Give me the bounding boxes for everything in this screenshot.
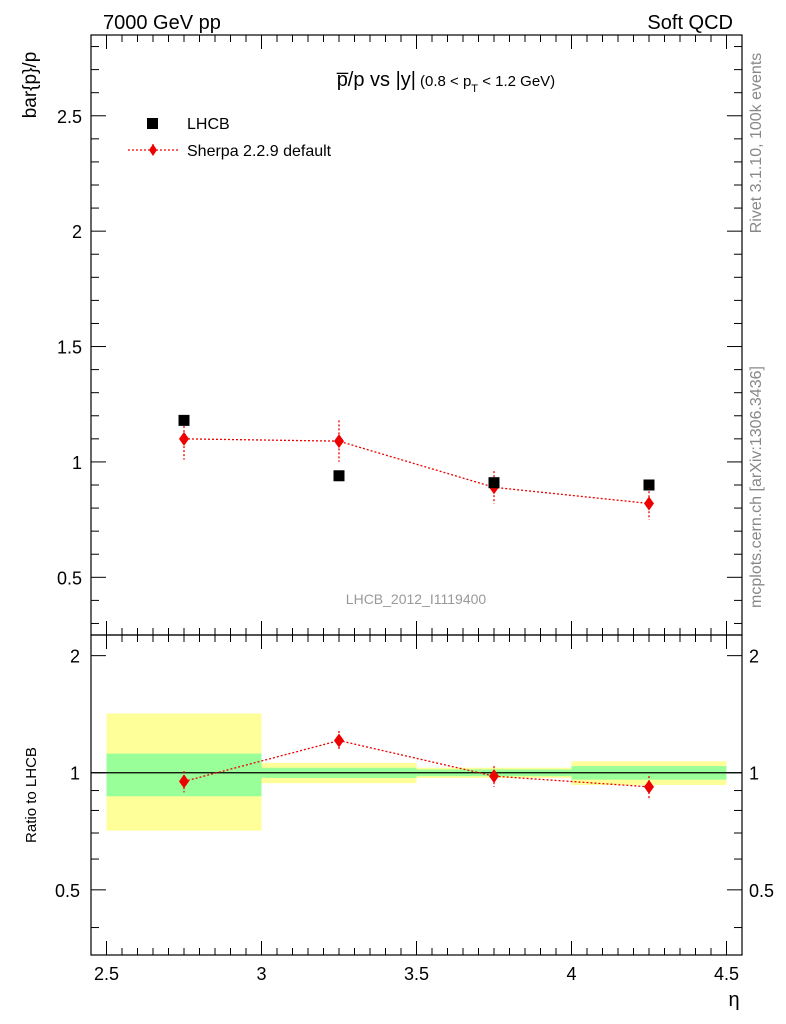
ratio-y-tick-label: 1 — [70, 764, 80, 784]
lhcb-point — [333, 470, 345, 482]
ratio-y-axis-label: Ratio to LHCB — [23, 747, 40, 843]
chart-title: p̅/p vs |y| — [337, 69, 416, 91]
mc-ratio-line — [183, 739, 650, 788]
tick-labels: 2.5 3 3.5 4 4.5 0.5 1 1.5 2 2.5 0.5 0.5 1 1 2 2 — [55, 107, 774, 984]
mc-ratio-point — [334, 733, 344, 748]
mc-ratio-point — [179, 774, 189, 789]
x-tick-label: 3.5 — [404, 964, 429, 984]
header-right: Soft QCD — [647, 12, 733, 34]
mc-ratio-point — [644, 779, 654, 794]
legend: LHCB Sherpa 2.2.9 default — [128, 116, 332, 160]
lhcb-point — [488, 477, 500, 489]
chart-title-cut-text: (0.8 < p — [420, 73, 471, 90]
y-tick-label: 1.5 — [57, 338, 82, 358]
x-tick-label: 4 — [566, 964, 576, 984]
rivet-version-label: Rivet 3.1.10, 100k events — [748, 53, 765, 234]
x-tick-label: 4.5 — [714, 964, 739, 984]
watermark: LHCB_2012_I1119400 — [346, 591, 487, 607]
chart-title-cut-end: < 1.2 GeV) — [478, 73, 555, 90]
mcplots-label: mcplots.cern.ch [arXiv:1306.3436] — [748, 366, 765, 608]
tick-marks — [91, 35, 742, 955]
mc-point — [334, 434, 344, 449]
y-tick-label: 1 — [72, 453, 82, 473]
x-tick-label: 3 — [256, 964, 266, 984]
ratio-y-tick-label-right: 0.5 — [749, 881, 774, 901]
mc-line — [183, 438, 650, 505]
mc-point — [644, 496, 654, 511]
ratio-y-tick-label: 2 — [70, 647, 80, 667]
series-layer — [178, 414, 655, 799]
legend-sherpa-label: Sherpa 2.2.9 default — [187, 143, 332, 160]
ratio-y-tick-label-right: 2 — [749, 647, 759, 667]
ratio-y-tick-label: 0.5 — [55, 881, 80, 901]
lhcb-point — [178, 414, 190, 426]
lhcb-point — [643, 479, 655, 491]
legend-lhcb-label: LHCB — [187, 116, 230, 133]
chart-title-cut: (0.8 < pT < 1.2 GeV) — [420, 73, 555, 95]
mc-ratio-point — [489, 769, 499, 784]
chart-title-cut-sub: T — [471, 83, 478, 95]
mc-point — [179, 431, 189, 446]
y-axis-label: bar{p}/p — [20, 52, 41, 119]
x-axis-label: η — [728, 989, 739, 1011]
header-left: 7000 GeV pp — [103, 12, 221, 34]
y-tick-label: 2.5 — [57, 107, 82, 127]
x-tick-label: 2.5 — [94, 964, 119, 984]
y-tick-label: 2 — [72, 222, 82, 242]
y-tick-label: 0.5 — [57, 568, 82, 588]
legend-sherpa-marker — [149, 144, 157, 156]
legend-lhcb-marker — [147, 118, 158, 129]
ratio-y-tick-label-right: 1 — [749, 764, 759, 784]
